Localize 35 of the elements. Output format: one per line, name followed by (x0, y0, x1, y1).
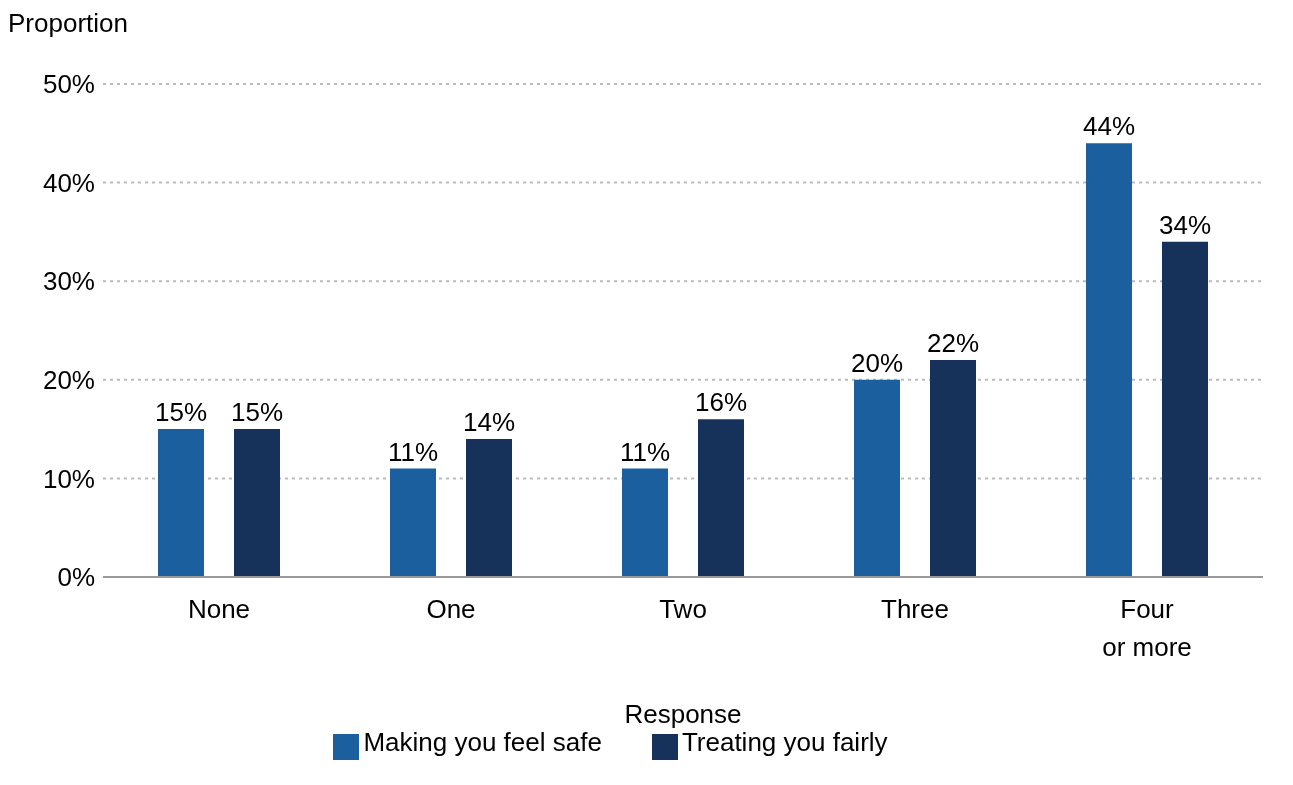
y-tick-label: 20% (42, 365, 95, 396)
y-tick-label: 10% (42, 463, 95, 494)
data-label: 16% (694, 387, 748, 418)
bar (466, 438, 512, 577)
x-tick-label: Four or more (1102, 593, 1192, 662)
data-label: 22% (926, 328, 980, 359)
data-label: 44% (1082, 111, 1136, 142)
bar (1086, 143, 1132, 577)
data-label: 34% (1158, 209, 1212, 240)
x-tick-label: One (426, 593, 476, 624)
y-axis-title: Proportion (8, 8, 128, 39)
x-axis-title: Response (624, 699, 742, 729)
bar (698, 419, 744, 577)
bar (158, 429, 204, 577)
data-label: 15% (230, 397, 284, 428)
x-tick-label: None (187, 593, 251, 624)
y-tick-label: 30% (42, 266, 95, 297)
bar (1162, 241, 1208, 577)
bar (622, 468, 668, 577)
y-tick-label: 0% (57, 562, 95, 593)
x-tick-label: Two (659, 593, 707, 624)
data-label: 11% (619, 436, 671, 467)
bar (234, 429, 280, 577)
data-label: 20% (850, 347, 904, 378)
data-label: 14% (462, 406, 516, 437)
y-tick-label: 50% (42, 69, 95, 100)
bar (930, 360, 976, 577)
legend-label: Treating you fairly (681, 727, 888, 757)
bar (854, 379, 900, 577)
x-tick-label: Three (881, 593, 949, 624)
data-label: 11% (387, 436, 439, 467)
bar (390, 468, 436, 577)
data-label: 15% (154, 397, 208, 428)
y-tick-label: 40% (42, 167, 95, 198)
legend-label: Making you feel safe (363, 727, 602, 757)
